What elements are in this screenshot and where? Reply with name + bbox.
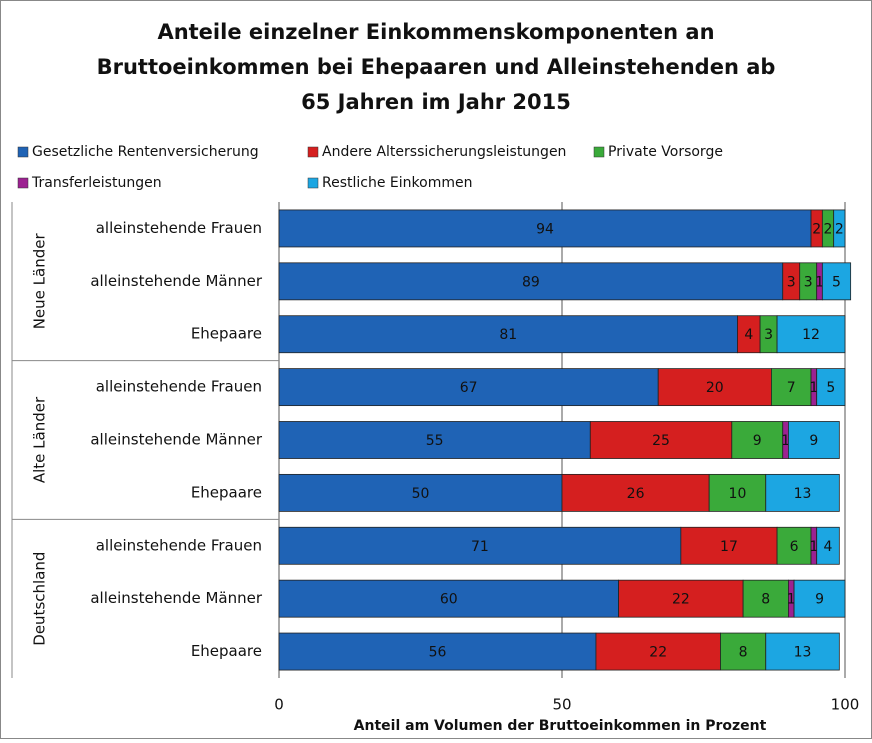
data-label: 1 [809, 380, 818, 396]
bar-segment [278, 368, 659, 407]
data-label: 12 [802, 327, 820, 343]
bar-segment [788, 421, 840, 459]
bar-segment [278, 579, 620, 618]
bar-segment [816, 526, 840, 565]
legend-swatch [593, 146, 605, 158]
y-tick-label: alleinstehende Frauen [96, 378, 262, 396]
data-label: 8 [761, 592, 770, 608]
y-tick-label: alleinstehende Frauen [96, 536, 262, 554]
y-tick-label: alleinstehende Männer [90, 272, 262, 290]
data-label: 1 [815, 274, 824, 290]
group-label: Alte Länder [31, 396, 49, 483]
data-label: 13 [794, 645, 812, 661]
x-axis-label: Anteil am Volumen der Bruttoeinkommen in… [354, 718, 767, 734]
data-label: 26 [627, 486, 645, 502]
bar-segment [833, 209, 846, 248]
y-tick-label: alleinstehende Männer [90, 431, 262, 449]
bar-segment [765, 632, 840, 671]
y-tick-label: Ehepaare [191, 642, 262, 660]
legend-label: Andere Alterssicherungsleistungen [322, 144, 566, 160]
data-label: 6 [790, 539, 799, 555]
bar-segment [278, 632, 597, 671]
data-label: 22 [672, 592, 690, 608]
data-label: 25 [652, 433, 670, 449]
data-label: 89 [522, 274, 540, 290]
y-tick-label: alleinstehende Frauen [96, 219, 262, 237]
legend-swatch [307, 146, 319, 158]
bar-segment [561, 473, 710, 512]
legend-swatch [17, 146, 29, 158]
data-label: 1 [787, 592, 796, 608]
bar-segment [776, 526, 812, 565]
data-label: 56 [429, 645, 447, 661]
chart-title: Anteile einzelner Einkommenskomponenten … [157, 20, 714, 44]
chart-title: Bruttoeinkommen bei Ehepaaren und Allein… [97, 55, 776, 79]
data-label: 50 [412, 486, 430, 502]
group-label: Deutschland [31, 552, 49, 646]
bar-segment [589, 421, 733, 459]
data-label: 67 [460, 380, 478, 396]
data-label: 3 [804, 274, 813, 290]
data-label: 8 [739, 645, 748, 661]
bar-segment [657, 368, 772, 407]
bar-segment [776, 315, 846, 354]
bar-segment [680, 526, 778, 565]
legend-label: Gesetzliche Rentenversicherung [32, 144, 259, 160]
bar-segment [595, 632, 721, 671]
chart-title: 65 Jahren im Jahr 2015 [301, 90, 571, 114]
bar-segment [816, 368, 846, 407]
bar-segment [278, 473, 563, 512]
bar-segment [278, 526, 682, 565]
data-label: 81 [499, 327, 517, 343]
data-label: 7 [787, 380, 796, 396]
data-label: 2 [824, 221, 833, 237]
data-label: 3 [787, 274, 796, 290]
data-label: 2 [835, 221, 844, 237]
data-label: 13 [794, 486, 812, 502]
x-tick-label: 100 [831, 696, 860, 714]
data-label: 4 [824, 539, 833, 555]
legend-label: Private Vorsorge [608, 144, 723, 160]
data-label: 2 [812, 221, 821, 237]
bar-segment [793, 579, 846, 618]
y-tick-label: Ehepaare [191, 483, 262, 501]
legend-label: Transferleistungen [31, 175, 162, 191]
group-label: Neue Länder [31, 233, 49, 330]
data-label: 17 [720, 539, 738, 555]
bar-segment [278, 421, 591, 459]
data-label: 1 [809, 539, 818, 555]
data-label: 10 [729, 486, 747, 502]
bar-segment [742, 579, 789, 618]
data-label: 9 [815, 592, 824, 608]
data-label: 9 [753, 433, 762, 449]
data-label: 94 [536, 221, 554, 237]
data-label: 22 [649, 645, 667, 661]
data-label: 3 [764, 327, 773, 343]
data-label: 55 [426, 433, 444, 449]
bar-segment [765, 473, 840, 512]
legend-label: Restliche Einkommen [322, 175, 472, 191]
data-label: 5 [826, 380, 835, 396]
data-label: 20 [706, 380, 724, 396]
legend-swatch [307, 177, 319, 189]
bar-segment [278, 209, 812, 248]
data-label: 1 [781, 433, 790, 449]
x-tick-label: 50 [552, 696, 571, 714]
bar-segment [278, 262, 784, 301]
x-tick-label: 0 [274, 696, 284, 714]
bar-segment [821, 262, 852, 301]
data-label: 4 [744, 327, 753, 343]
data-label: 60 [440, 592, 458, 608]
data-label: 71 [471, 539, 489, 555]
data-label: 9 [809, 433, 818, 449]
legend-swatch [17, 177, 29, 189]
data-label: 5 [832, 274, 841, 290]
y-tick-label: alleinstehende Männer [90, 589, 262, 607]
bar-segment [720, 632, 767, 671]
y-tick-label: Ehepaare [191, 325, 262, 343]
